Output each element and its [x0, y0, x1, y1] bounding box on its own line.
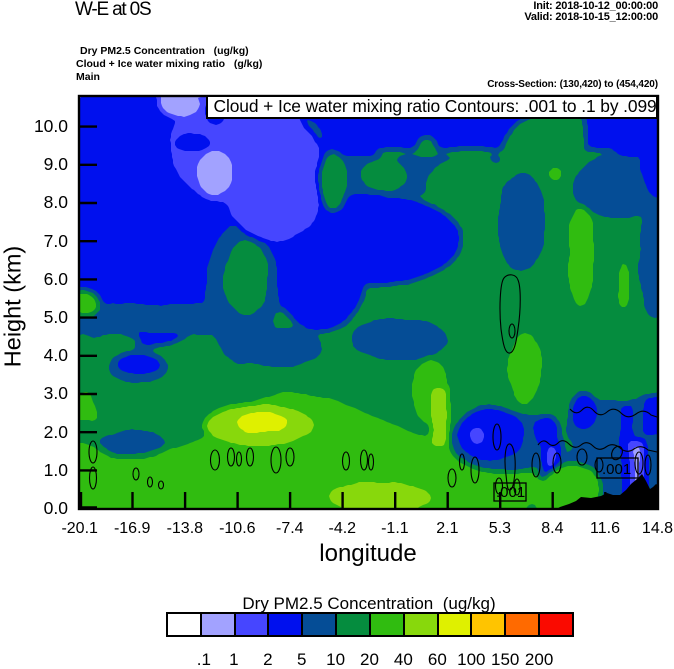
svg-text:.001: .001 — [602, 461, 631, 478]
svg-text:.001: .001 — [496, 484, 525, 501]
